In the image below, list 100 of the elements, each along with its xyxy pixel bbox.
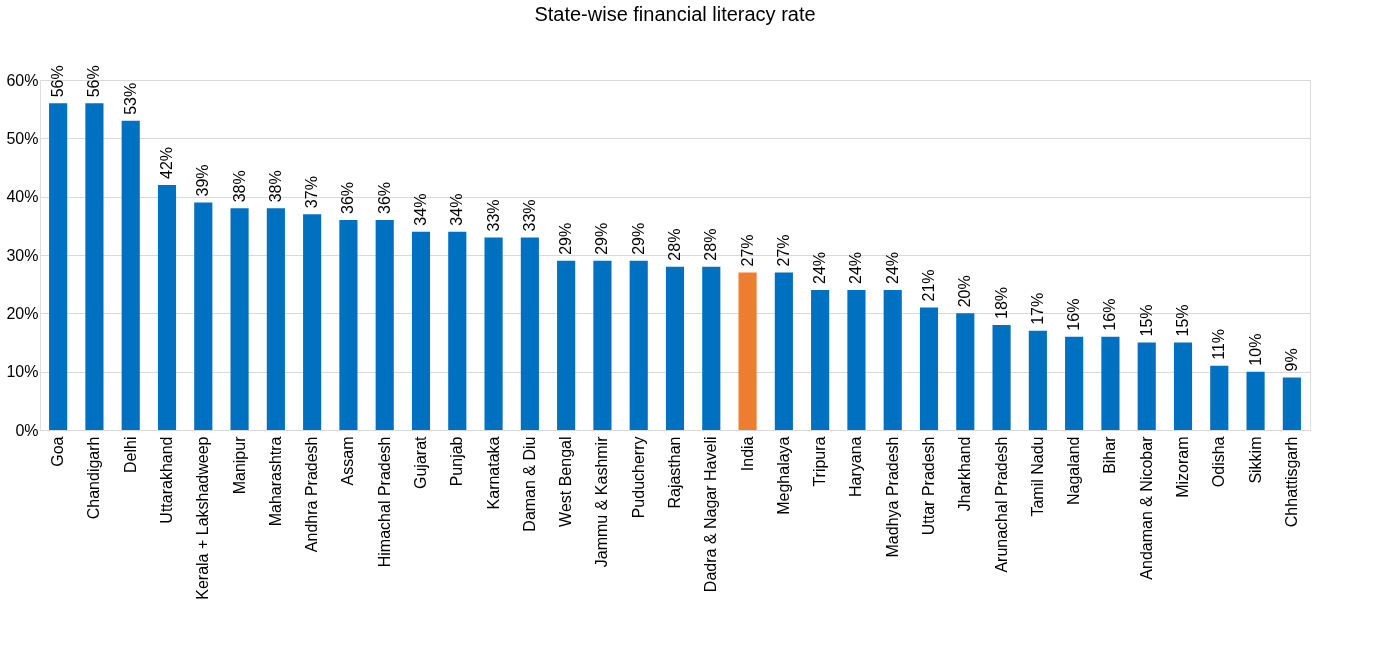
x-tick-label: Andhra Pradesh <box>303 436 321 553</box>
x-tick-label: Kerala + Lakshadweep <box>194 436 212 600</box>
x-tick-label: Rajasthan <box>666 436 683 509</box>
data-label: 36% <box>375 181 393 214</box>
y-tick-label: 10% <box>6 363 39 381</box>
data-label: 37% <box>303 176 321 209</box>
x-tick-label: Karnataka <box>484 436 502 510</box>
x-tick-label: Himachal Pradesh <box>375 436 393 568</box>
bar <box>230 208 249 430</box>
bar <box>702 266 721 430</box>
data-label: 34% <box>412 193 429 226</box>
bar <box>774 272 793 430</box>
bar <box>1065 336 1084 430</box>
x-tick-label: Goa <box>49 436 67 467</box>
bar <box>303 214 322 430</box>
data-label: 15% <box>1174 304 1191 337</box>
data-label: 27% <box>738 234 756 267</box>
y-tick-label: 20% <box>6 304 39 322</box>
bar <box>194 202 213 430</box>
data-label: 24% <box>811 251 829 284</box>
bar <box>1137 342 1156 430</box>
x-tick-label: Assam <box>339 436 357 486</box>
bar <box>121 120 140 430</box>
x-tick-label: Nagaland <box>1065 436 1083 505</box>
x-tick-label: Manipur <box>230 435 248 495</box>
data-label: 38% <box>230 170 248 203</box>
data-label: 9% <box>1282 348 1300 372</box>
x-tick-label: Odisha <box>1210 436 1228 488</box>
data-label: 28% <box>702 228 720 261</box>
bar <box>448 231 467 430</box>
data-label: 27% <box>774 234 792 267</box>
bar <box>847 290 866 430</box>
data-label: 17% <box>1028 292 1046 325</box>
bar <box>157 185 177 430</box>
data-label: 28% <box>666 228 683 261</box>
bar <box>1246 371 1265 430</box>
x-tick-label: Uttarakhand <box>158 436 175 524</box>
bar <box>484 237 503 430</box>
chart-title: State-wise financial literacy rate <box>534 3 816 26</box>
data-label: 29% <box>557 222 575 255</box>
bar <box>266 208 285 430</box>
bar <box>1210 365 1229 430</box>
data-label: 56% <box>49 65 67 98</box>
bar <box>85 103 104 430</box>
bar <box>1101 336 1120 430</box>
x-tick-label: Chandigarh <box>85 436 103 520</box>
data-label: 11% <box>1210 328 1228 360</box>
x-tick-label: Uttar Pradesh <box>920 436 937 536</box>
bar <box>557 260 576 430</box>
data-label: 10% <box>1246 333 1264 366</box>
y-tick-label: 0% <box>15 421 39 439</box>
bar <box>1173 342 1193 430</box>
bar <box>665 266 685 430</box>
bar <box>883 290 902 430</box>
bar <box>411 231 431 430</box>
data-label: 42% <box>158 146 175 179</box>
x-tick-label: West Bengal <box>557 436 575 527</box>
bar <box>1028 330 1047 430</box>
bar <box>375 220 394 430</box>
x-tick-label: Haryana <box>847 436 865 497</box>
data-label: 33% <box>520 199 538 232</box>
data-label: 39% <box>194 164 212 197</box>
x-tick-label: Mizoram <box>1174 436 1191 498</box>
data-label: 16% <box>1101 298 1119 331</box>
x-tick-label: Jharkhand <box>956 436 974 512</box>
x-tick-label: Chhattisgarh <box>1282 436 1300 528</box>
x-tick-label: Madhya Pradesh <box>883 436 901 558</box>
x-tick-label: Tamil Nadu <box>1028 436 1046 517</box>
x-tick-label: Daman & Diu <box>520 436 538 532</box>
x-tick-label: Bihar <box>1101 435 1119 474</box>
data-label: 29% <box>593 222 611 255</box>
data-label: 53% <box>121 82 139 115</box>
data-label: 15% <box>1137 304 1155 337</box>
x-tick-label: Gujarat <box>412 435 429 489</box>
x-tick-label: India <box>738 436 756 472</box>
x-tick-label: Punjab <box>448 436 466 487</box>
x-tick-label: Arunachal Pradesh <box>992 436 1010 573</box>
bar <box>339 220 358 430</box>
data-label: 29% <box>629 222 647 255</box>
data-label: 20% <box>956 275 974 308</box>
x-tick-label: Andaman & Nicobar <box>1137 435 1155 580</box>
bar <box>629 260 648 430</box>
x-tick-label: Jammu & Kashmir <box>593 435 611 568</box>
x-tick-label: Puducherry <box>629 436 647 519</box>
data-label: 56% <box>85 65 103 98</box>
data-label: 21% <box>920 269 937 302</box>
x-tick-label: Maharashtra <box>266 436 284 527</box>
bar <box>1282 377 1301 430</box>
x-tick-label: Delhi <box>121 436 139 473</box>
data-label: 34% <box>448 193 466 226</box>
data-label: 36% <box>339 181 357 214</box>
bar <box>919 307 939 430</box>
y-tick-label: 40% <box>6 188 39 206</box>
x-tick-label: Sikkim <box>1246 436 1264 484</box>
y-tick-label: 50% <box>6 129 39 147</box>
x-tick-label: Dadra & Nagar Haveli <box>702 436 720 593</box>
data-label: 33% <box>484 199 502 232</box>
bar <box>520 237 539 430</box>
bar <box>992 325 1011 430</box>
data-label: 24% <box>847 251 865 284</box>
